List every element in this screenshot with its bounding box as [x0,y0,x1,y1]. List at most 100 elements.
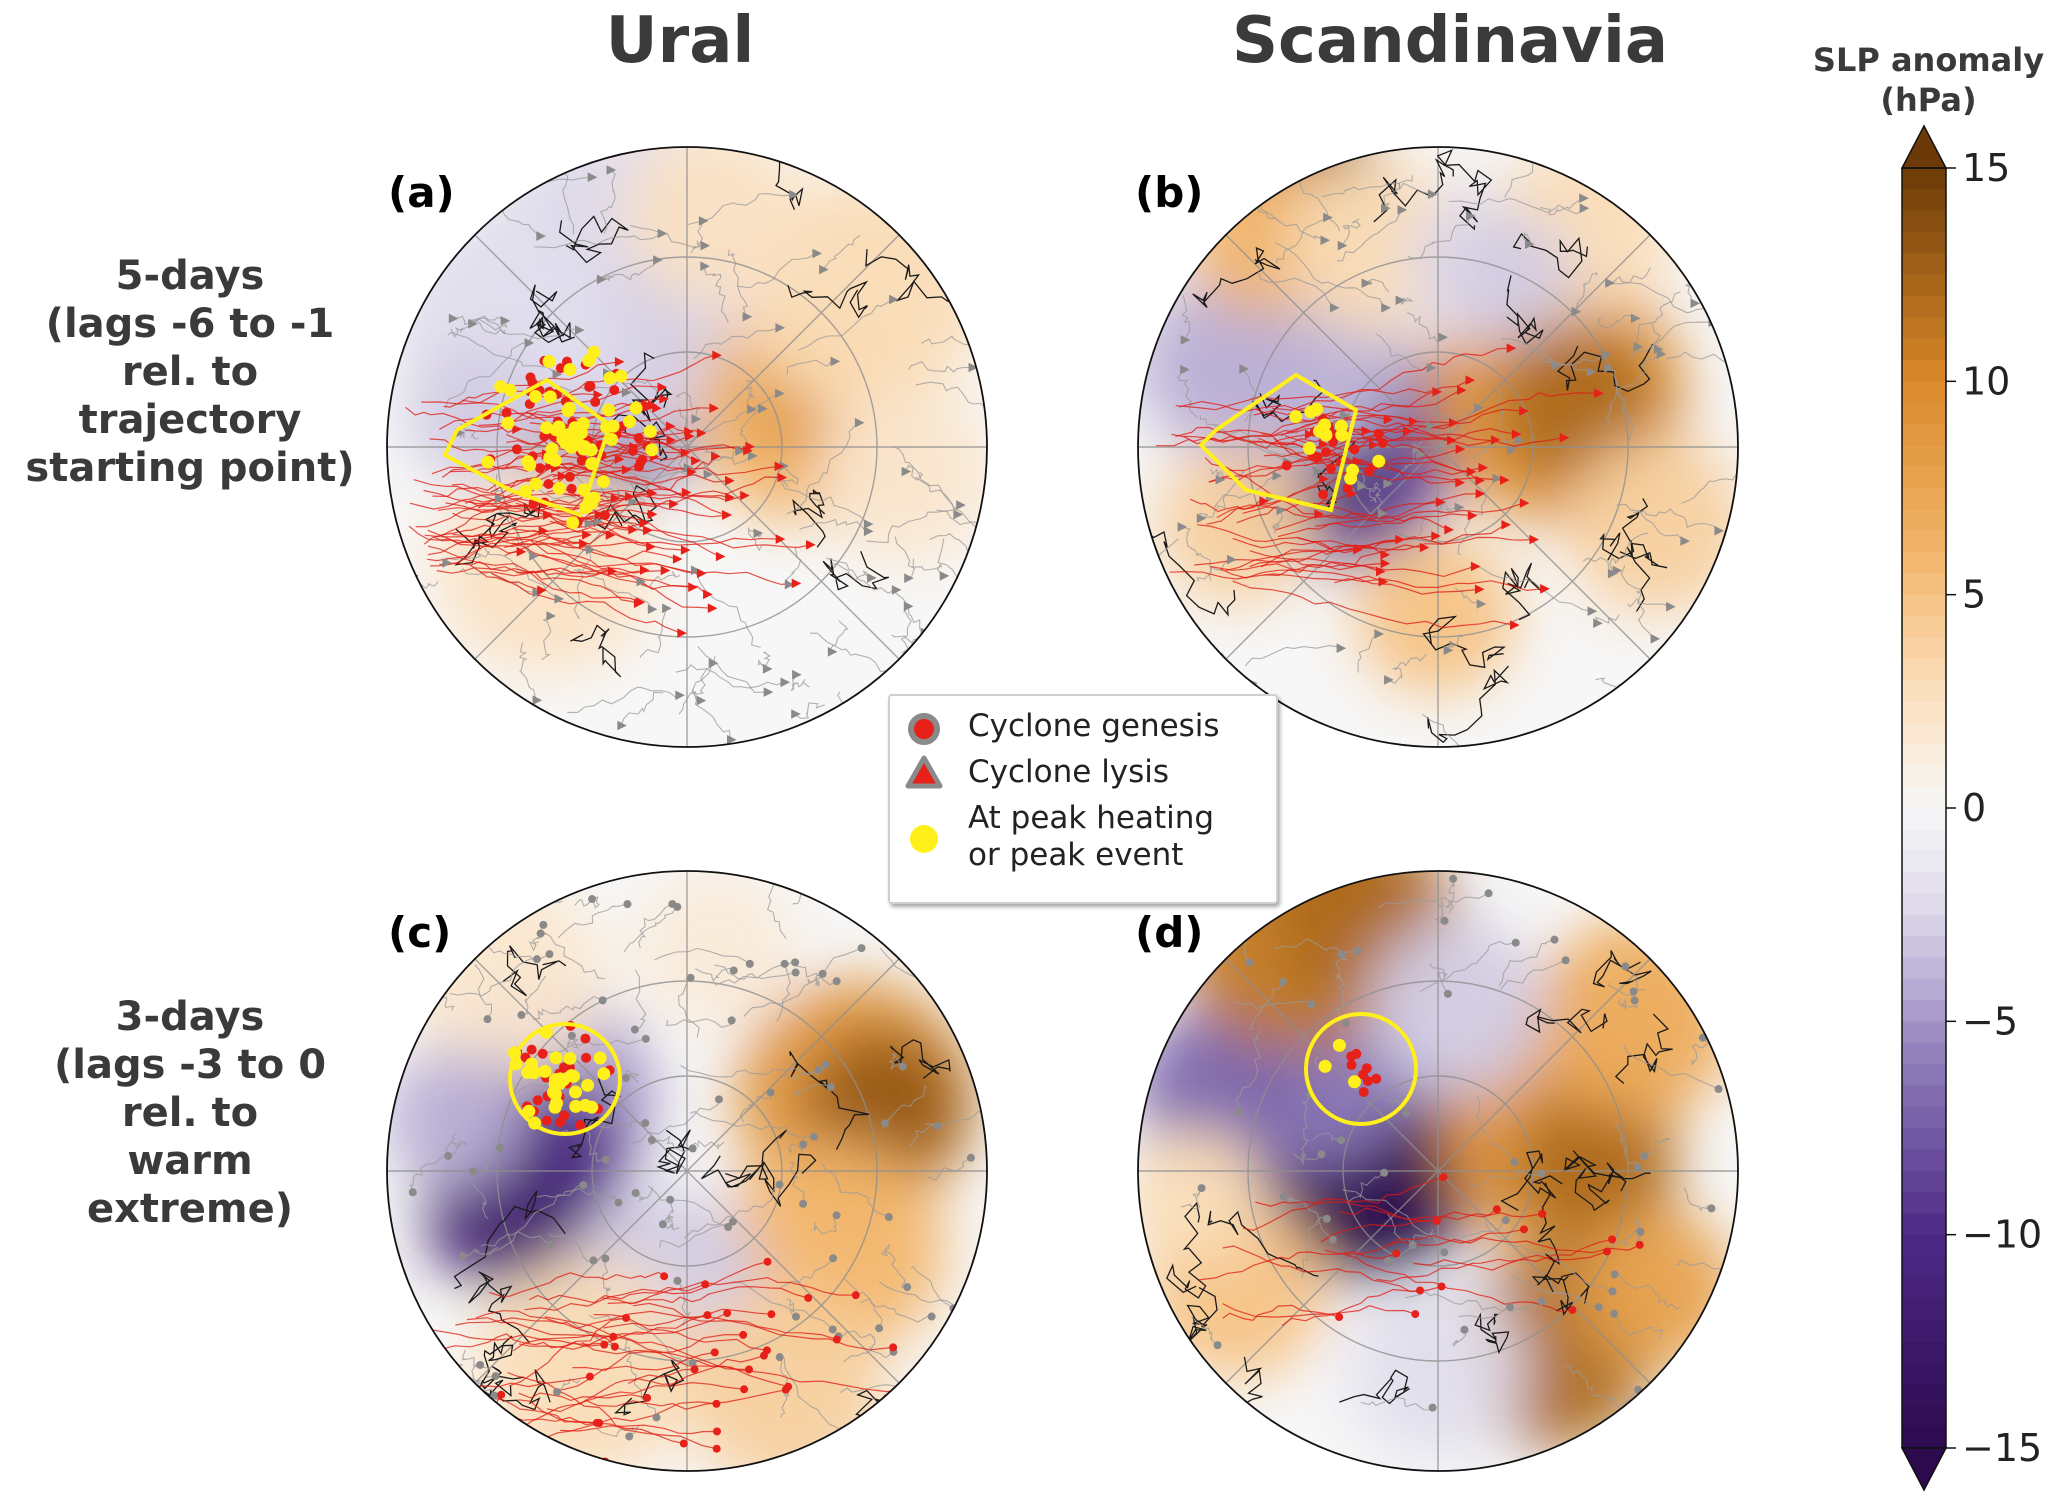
colorbar-band [1902,466,1946,489]
cyclone-lysis-marker [725,475,735,486]
colorbar-band [1902,445,1946,468]
cyclone-lysis-marker [1213,187,1223,197]
cyclone-track [1452,1329,1467,1347]
graticule [1138,871,1738,1471]
cyclone-lysis-marker [639,518,650,528]
cyclone-track [491,572,682,634]
cyclone-track [490,444,634,493]
cyclone-track [427,545,640,603]
cyclone-genesis-marker [1353,947,1362,956]
cyclone-track [786,422,859,515]
cyclone-lysis-marker [1476,599,1487,609]
cyclone-genesis-marker [1609,917,1618,926]
map-panel-b [1137,146,1739,748]
cyclone-track [1413,1250,1608,1271]
cyclone-track [1313,424,1480,481]
cyclone-lysis-marker [665,421,676,431]
cyclone-track [619,691,664,726]
cyclone-genesis-marker [1322,1214,1331,1223]
region-outline [1198,372,1359,513]
cyclone-lysis-marker [448,313,459,324]
cyclone-lysis-marker [1352,456,1363,467]
peak-event-marker [540,421,554,435]
cyclone-track [1510,1273,1599,1308]
colorbar-band [1902,978,1946,1001]
peak-event-marker [543,390,557,404]
cyclone-track [1315,513,1472,528]
peak-event-marker [543,451,557,465]
cyclone-lysis-marker [1443,645,1454,656]
cyclone-track [474,964,493,1020]
peak-event-marker [1348,1075,1362,1089]
coastline [1427,665,1510,744]
cyclone-lysis-marker [1579,203,1590,214]
map-border [1137,146,1739,748]
cyclone-track [912,558,944,577]
cyclone-track [1232,580,1514,629]
cyclone-genesis-marker [541,1115,552,1126]
cyclone-track [1608,267,1651,284]
cyclone-lysis-marker [1666,601,1676,612]
cyclone-genesis-marker [903,1283,912,1292]
cyclone-lysis-marker [956,500,966,510]
cyclone-genesis-marker [1594,1303,1603,1312]
cyclone-genesis-marker [547,856,555,864]
cyclone-genesis-marker [631,1188,640,1197]
cyclone-lysis-marker [1740,146,1750,156]
coastline [822,550,890,591]
cyclone-lysis-marker [1397,205,1408,215]
cyclone-genesis-marker [701,1280,710,1289]
cyclone-track [1386,1213,1414,1246]
row-label-line: (lags -6 to -1 [45,301,335,347]
cyclone-genesis-marker [1756,1284,1764,1292]
cyclone-lysis-marker [986,345,987,356]
cyclone-genesis-marker [1608,1235,1617,1244]
peak-event-marker [556,432,570,446]
cyclone-track [429,1328,614,1341]
cyclone-genesis-marker [740,1385,749,1394]
cyclone-track [1388,1098,1407,1113]
coastline [1186,1287,1218,1343]
cyclone-track [462,1246,499,1257]
cyclone-genesis-marker [627,445,638,456]
cyclone-lysis-marker [647,509,658,520]
cyclone-lysis-marker [1380,550,1390,560]
cyclone-genesis-marker [898,1062,907,1071]
cyclone-track [516,570,638,604]
meridian-line [1211,1170,1439,1398]
cyclone-genesis-marker [793,846,801,854]
cyclone-lysis-marker [1017,542,1027,552]
cyclone-track [1334,578,1544,592]
cyclone-track [878,1281,971,1314]
cyclone-lysis-marker [669,499,679,509]
coastline [535,309,575,343]
colorbar-band [1902,1277,1946,1300]
coastline [656,1129,696,1175]
cyclone-genesis-marker [1510,1158,1519,1167]
cyclone-lysis-marker [1337,240,1348,251]
cyclone-genesis-marker [497,1390,506,1399]
cyclone-lysis-marker [740,490,750,501]
peak-event-marker [643,424,657,438]
colorbar-band [1902,1149,1946,1172]
cyclone-genesis-marker [1402,1108,1411,1117]
slp-anomaly-blob [1456,215,1576,335]
cyclone-genesis-marker [1630,996,1639,1005]
cyclone-track [1206,478,1324,525]
column-title-ural: Ural [605,4,755,78]
cyclone-genesis-marker [536,929,545,938]
cyclone-track [1574,272,1598,312]
scandinavia-region-circle [1304,1012,1418,1126]
cyclone-lysis-marker [968,362,979,373]
cyclone-track [567,686,680,713]
cyclone-track [1242,1176,1444,1232]
cyclone-genesis-marker [832,1335,841,1344]
cyclone-lysis-marker [1180,335,1191,345]
cyclone-genesis-marker [622,1313,631,1322]
cyclone-lysis-marker [863,519,874,529]
cyclone-genesis-marker [927,1312,936,1321]
cyclone-genesis-marker [543,478,554,489]
cyclone-lysis-marker [762,664,773,674]
cyclone-lysis-marker [1551,360,1561,371]
cyclone-lysis-marker [659,394,669,404]
